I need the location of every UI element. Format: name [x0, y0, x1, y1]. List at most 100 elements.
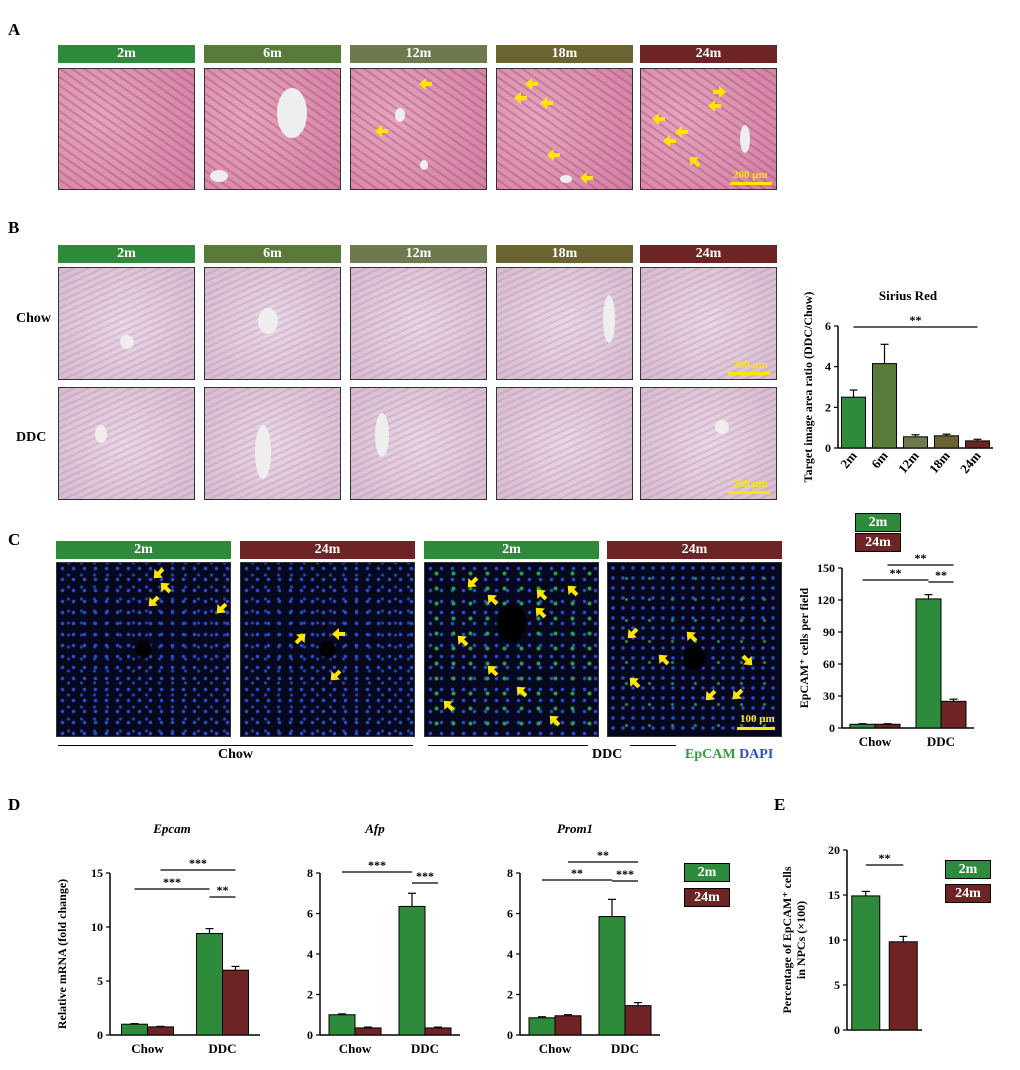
- x-tick-label: 6m: [868, 448, 891, 471]
- arrow-icon: [708, 100, 721, 112]
- y-tick-label: 0: [825, 441, 831, 455]
- row-label-chow: Chow: [16, 311, 52, 326]
- chart-epcam-mrna: 0 5 10 15 Epcam Relative mRNA (fold change) Ch…: [55, 821, 260, 1056]
- arrow-icon: [516, 686, 528, 698]
- bar-2m: [841, 396, 866, 449]
- header-c-2: 2m: [424, 541, 599, 559]
- bar-24m-DDC: [940, 700, 967, 729]
- vessel-lumen: [395, 108, 405, 122]
- significance-label: ***: [189, 856, 207, 870]
- y-tick-label: 2: [825, 400, 831, 414]
- x-tick-label: 12m: [895, 448, 922, 476]
- y-tick-label: 8: [307, 866, 313, 880]
- header-a-6m: 6m: [204, 45, 341, 63]
- x-tick-label: Chow: [539, 1041, 572, 1056]
- significance-label: **: [571, 866, 583, 880]
- arrow-icon: [629, 677, 641, 689]
- y-axis-label: EpCAM⁺ cells per field: [797, 587, 811, 708]
- arrow-icon: [419, 78, 432, 90]
- arrow-icon: [148, 595, 160, 607]
- arrow-icon: [487, 594, 499, 606]
- significance-label: **: [217, 883, 229, 897]
- x-tick-label: DDC: [927, 734, 955, 749]
- y-tick-label: 8: [507, 866, 513, 880]
- y-tick-label: 150: [817, 561, 835, 575]
- y-tick-label: 0: [97, 1028, 103, 1042]
- y-tick-label: 5: [834, 978, 840, 992]
- panel-label-b: B: [8, 218, 20, 237]
- he-image-6m: [204, 68, 341, 190]
- arrow-icon: [443, 700, 455, 712]
- arrow-icon: [330, 669, 342, 681]
- y-tick-label: 6: [307, 907, 313, 921]
- bar-2m-DDC: [598, 916, 626, 1036]
- header-b-2m: 2m: [58, 245, 195, 263]
- bar-2m-DDC: [398, 905, 426, 1036]
- scale-label-a: 200 μm: [733, 169, 768, 181]
- scale-bar-b-bottom: [728, 491, 770, 494]
- y-tick-label: 10: [828, 933, 840, 947]
- bar-2m: [851, 895, 881, 1031]
- significance-label: ***: [416, 869, 434, 883]
- vessel-lumen: [258, 308, 278, 334]
- y-tick-label: 20: [828, 843, 840, 857]
- x-tick-label: 24m: [957, 448, 984, 476]
- panel-label-d: D: [8, 795, 21, 814]
- vessel-lumen: [603, 295, 615, 343]
- vessel-lumen: [375, 413, 389, 457]
- bar-24m-DDC: [424, 1027, 452, 1036]
- x-tick-label: 18m: [926, 448, 953, 476]
- arrow-icon: [567, 585, 579, 597]
- vessel-lumen: [120, 335, 134, 349]
- chart-npc-percentage: 0 5 10 15 20 Percentage of EpCAM⁺ cells in NPC…: [780, 843, 922, 1037]
- y-tick-label: 6: [507, 907, 513, 921]
- he-image-18m: [496, 68, 633, 190]
- bar-24m-Chow: [354, 1027, 382, 1036]
- header-b-24m: 24m: [640, 245, 777, 263]
- y-axis-label: Relative mRNA (fold change): [55, 879, 69, 1029]
- arrow-icon: [741, 654, 753, 666]
- y-tick-label: 4: [507, 947, 513, 961]
- arrow-icon: [160, 582, 172, 594]
- scale-bar-a: [730, 182, 772, 185]
- group-label-ddc: DDC: [592, 747, 623, 762]
- vessel-lumen: [560, 175, 572, 183]
- arrow-icon: [663, 135, 676, 147]
- header-c-0: 2m: [56, 541, 231, 559]
- sirius-chow-12m: [350, 267, 487, 380]
- scale-label-c: 100 μm: [740, 713, 775, 725]
- sirius-chow-2m: [58, 267, 195, 380]
- sirius-ddc-2m: [58, 387, 195, 500]
- bar-18m: [934, 435, 959, 449]
- fluor-image-1: [240, 562, 415, 737]
- arrow-icon: [525, 78, 538, 90]
- significance-label: ***: [368, 858, 386, 872]
- bar-2m-DDC: [915, 598, 942, 729]
- header-b-6m: 6m: [204, 245, 341, 263]
- arrow-icon: [713, 86, 726, 98]
- ddc-group-line-right: [630, 745, 676, 746]
- y-tick-label: 0: [307, 1028, 313, 1042]
- x-tick-label: Chow: [131, 1041, 164, 1056]
- arrow-icon: [294, 633, 306, 645]
- bar-24m-Chow: [147, 1026, 174, 1036]
- vessel-lumen: [277, 88, 307, 138]
- header-a-12m: 12m: [350, 45, 487, 63]
- fluor-image-0: [56, 562, 231, 737]
- scale-label-b-bottom: 200 μm: [733, 478, 768, 490]
- significance-label: **: [915, 551, 927, 565]
- vessel-lumen: [95, 425, 107, 443]
- y-axis-label: Percentage of EpCAM⁺ cells: [780, 866, 794, 1013]
- significance-label: ***: [616, 867, 634, 881]
- x-tick-label: DDC: [411, 1041, 439, 1056]
- legend-c-24m: 24m: [855, 533, 901, 552]
- chart-title: Epcam: [152, 821, 191, 836]
- y-tick-label: 120: [817, 593, 835, 607]
- header-b-12m: 12m: [350, 245, 487, 263]
- x-tick-label: Chow: [339, 1041, 372, 1056]
- ddc-group-line-left: [428, 745, 588, 746]
- header-a-24m: 24m: [640, 45, 777, 63]
- he-image-12m: [350, 68, 487, 190]
- arrow-icon: [658, 654, 670, 666]
